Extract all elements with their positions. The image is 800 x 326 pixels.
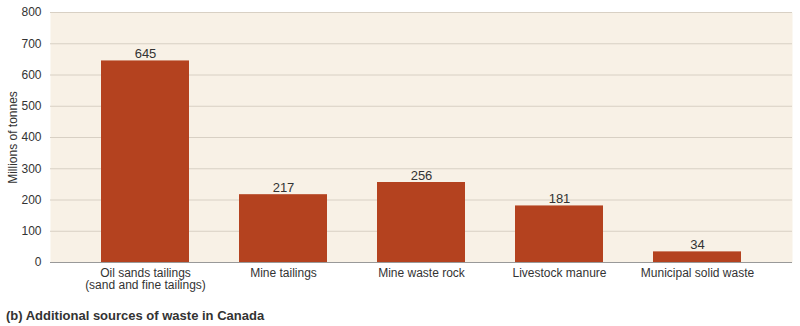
svg-text:Livestock manure: Livestock manure	[512, 266, 606, 280]
svg-text:200: 200	[21, 193, 41, 207]
svg-text:217: 217	[273, 180, 295, 195]
html-text:(b) Additional sources of wast: (b) Additional sources of waste in Canad…	[6, 308, 265, 323]
svg-text:100: 100	[21, 224, 41, 238]
svg-text:500: 500	[21, 99, 41, 113]
svg-text:Municipal solid waste: Municipal solid waste	[641, 266, 755, 280]
svg-text:645: 645	[135, 46, 157, 61]
svg-text:Mine waste rock: Mine waste rock	[378, 266, 466, 280]
svg-text:300: 300	[21, 162, 41, 176]
svg-text:700: 700	[21, 37, 41, 51]
svg-text:400: 400	[21, 130, 41, 144]
svg-text:34: 34	[690, 237, 704, 252]
svg-text:0: 0	[35, 255, 42, 269]
svg-text:Oil sands tailings(sand and fi: Oil sands tailings(sand and fine tailing…	[85, 266, 206, 292]
svg-text:Mine tailings: Mine tailings	[250, 266, 317, 280]
svg-text:256: 256	[411, 168, 433, 183]
svg-text:600: 600	[21, 68, 41, 82]
svg-text:181: 181	[549, 191, 571, 206]
svg-text:Millions of tonnes: Millions of tonnes	[6, 91, 20, 184]
svg-text:800: 800	[21, 5, 41, 19]
